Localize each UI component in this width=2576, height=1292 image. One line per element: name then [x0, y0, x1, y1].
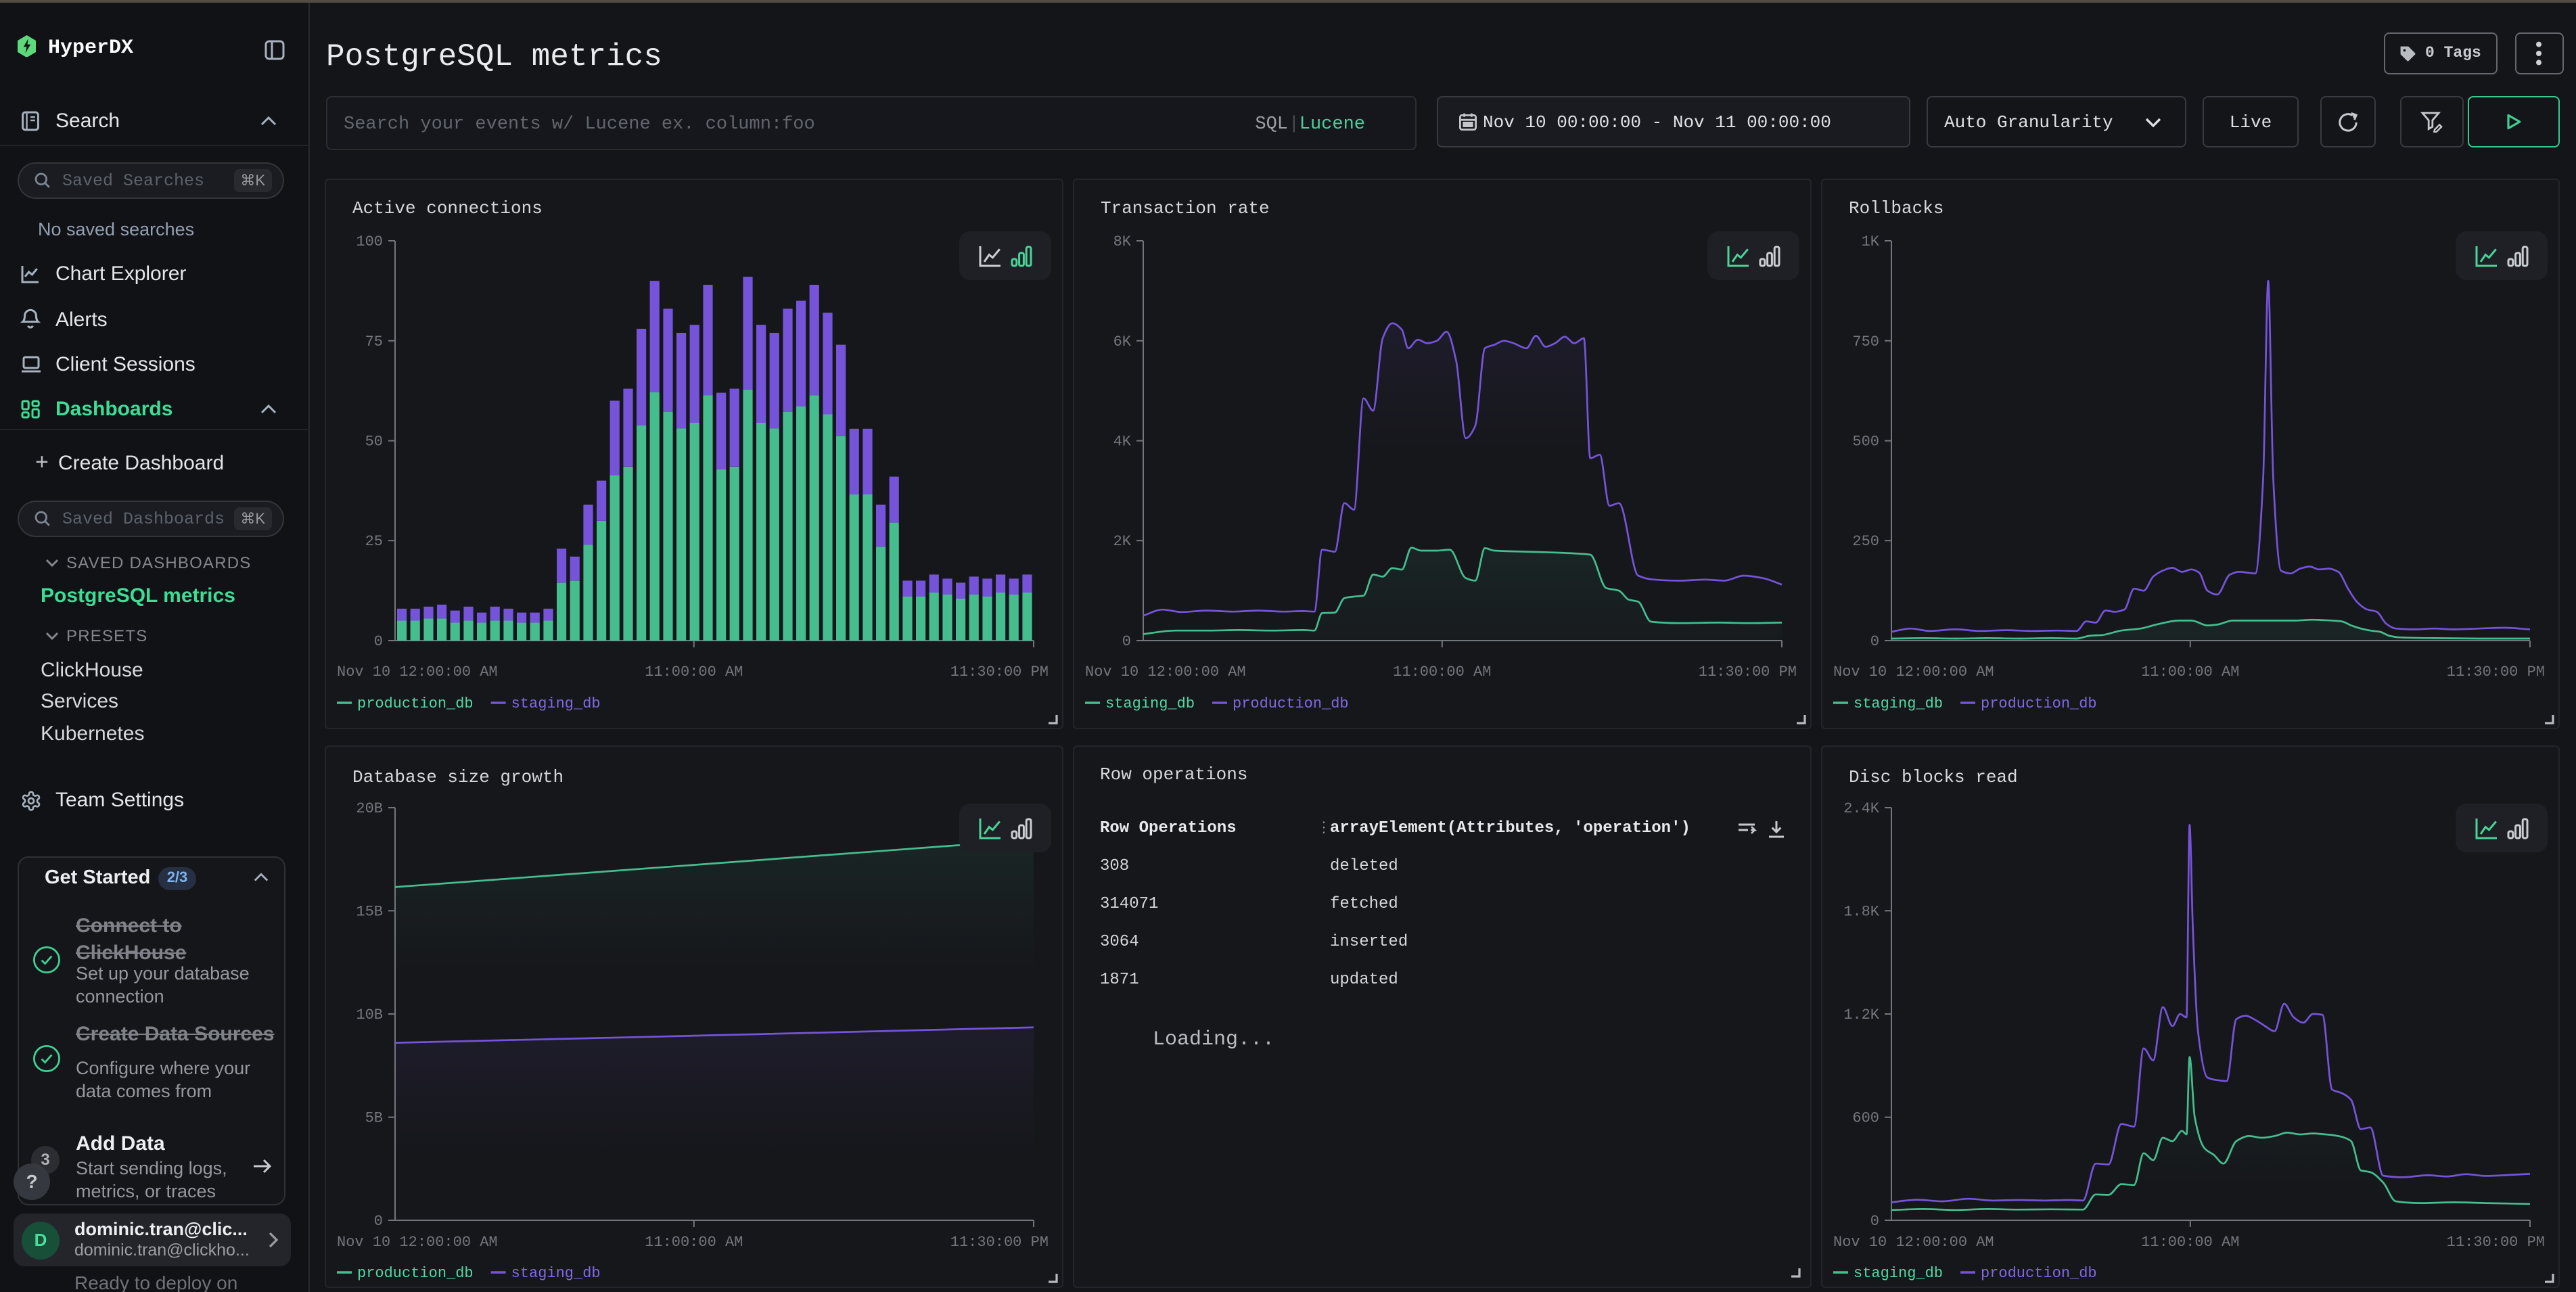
svg-text:11:00:00 AM: 11:00:00 AM: [2141, 663, 2239, 680]
svg-text:production_db: production_db: [357, 695, 474, 712]
svg-text:250: 250: [1852, 532, 1879, 549]
svg-text:6K: 6K: [1113, 333, 1132, 350]
svg-text:25: 25: [365, 532, 383, 549]
svg-text:0: 0: [1870, 632, 1879, 649]
svg-text:2K: 2K: [1113, 532, 1132, 549]
svg-text:Nov 10 12:00:00 AM: Nov 10 12:00:00 AM: [337, 1234, 498, 1251]
svg-text:staging_db: staging_db: [511, 695, 601, 712]
svg-text:2.4K: 2.4K: [1843, 800, 1880, 817]
svg-text:5B: 5B: [365, 1109, 383, 1126]
svg-text:0: 0: [1122, 632, 1131, 649]
svg-text:750: 750: [1852, 333, 1879, 350]
svg-text:11:30:00 PM: 11:30:00 PM: [950, 663, 1049, 680]
svg-text:staging_db: staging_db: [511, 1265, 601, 1282]
svg-text:1.2K: 1.2K: [1843, 1007, 1880, 1023]
svg-text:production_db: production_db: [1981, 1265, 2097, 1282]
svg-text:4K: 4K: [1113, 432, 1132, 449]
svg-text:production_db: production_db: [1981, 695, 2097, 712]
svg-text:Active connections: Active connections: [352, 198, 543, 218]
svg-text:11:00:00 AM: 11:00:00 AM: [645, 1234, 743, 1251]
svg-text:11:00:00 AM: 11:00:00 AM: [2141, 1234, 2239, 1251]
svg-text:production_db: production_db: [1233, 695, 1349, 712]
svg-text:staging_db: staging_db: [1105, 695, 1195, 712]
svg-text:0: 0: [374, 632, 383, 649]
svg-text:8K: 8K: [1113, 233, 1132, 250]
svg-text:11:00:00 AM: 11:00:00 AM: [645, 663, 743, 680]
svg-text:11:30:00 PM: 11:30:00 PM: [2447, 1234, 2545, 1251]
svg-text:Nov 10 12:00:00 AM: Nov 10 12:00:00 AM: [1085, 663, 1246, 680]
svg-text:Nov 10 12:00:00 AM: Nov 10 12:00:00 AM: [1833, 1234, 1994, 1251]
svg-text:20B: 20B: [356, 800, 383, 817]
svg-text:15B: 15B: [356, 904, 383, 921]
svg-text:0: 0: [1870, 1213, 1879, 1230]
svg-text:Database size growth: Database size growth: [352, 767, 564, 787]
svg-text:Rollbacks: Rollbacks: [1849, 198, 1944, 218]
svg-text:1.8K: 1.8K: [1843, 904, 1880, 921]
svg-text:staging_db: staging_db: [1854, 1265, 1943, 1282]
svg-text:Disc blocks read: Disc blocks read: [1849, 767, 2018, 787]
svg-text:Nov 10 12:00:00 AM: Nov 10 12:00:00 AM: [1833, 663, 1994, 680]
svg-text:11:30:00 PM: 11:30:00 PM: [950, 1234, 1049, 1251]
svg-text:10B: 10B: [356, 1007, 383, 1023]
svg-text:11:30:00 PM: 11:30:00 PM: [2447, 663, 2545, 680]
svg-text:11:30:00 PM: 11:30:00 PM: [1699, 663, 1797, 680]
svg-text:100: 100: [356, 233, 383, 250]
svg-text:Nov 10 12:00:00 AM: Nov 10 12:00:00 AM: [337, 663, 498, 680]
svg-text:0: 0: [374, 1213, 383, 1230]
svg-text:50: 50: [365, 432, 383, 449]
svg-text:75: 75: [365, 333, 383, 350]
svg-text:production_db: production_db: [357, 1265, 474, 1282]
svg-text:600: 600: [1852, 1109, 1879, 1126]
svg-text:500: 500: [1852, 432, 1879, 449]
svg-text:1K: 1K: [1862, 233, 1880, 250]
svg-text:staging_db: staging_db: [1854, 695, 1943, 712]
svg-text:Transaction rate: Transaction rate: [1101, 198, 1270, 218]
svg-text:11:00:00 AM: 11:00:00 AM: [1393, 663, 1491, 680]
